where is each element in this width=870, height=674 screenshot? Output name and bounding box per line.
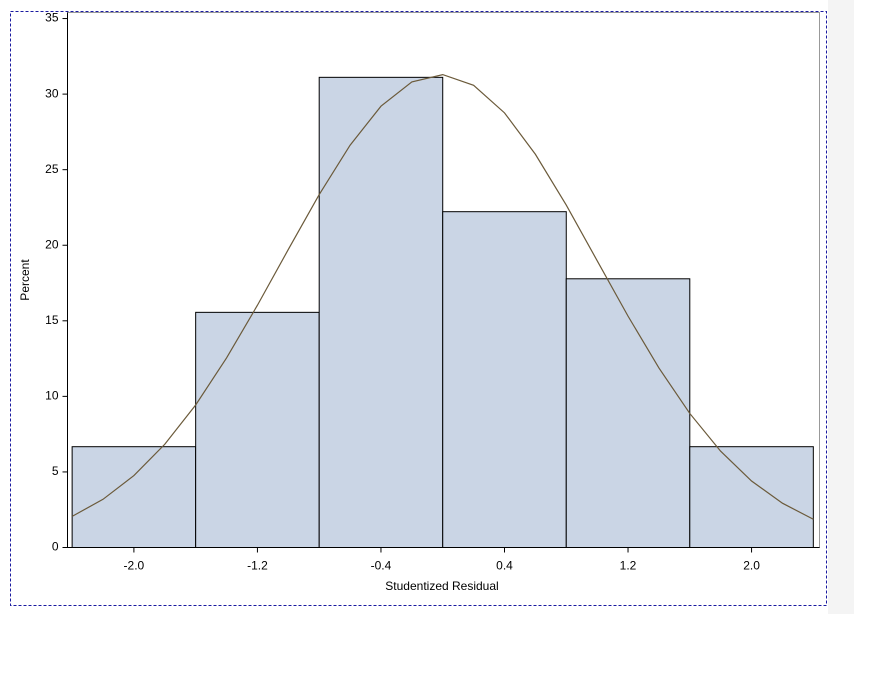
x-tick-label: 2.0 (743, 559, 760, 573)
density-curve (71, 73, 814, 520)
y-tick-label: 15 (45, 313, 59, 327)
y-axis-label: Percent (18, 259, 32, 301)
y-tick-label: 30 (45, 86, 59, 100)
bar (565, 278, 691, 548)
x-tick-label: -2.0 (124, 559, 145, 573)
focus-border (10, 11, 827, 606)
y-tick-label: 25 (45, 162, 59, 176)
y-tick-label: 20 (45, 237, 59, 251)
x-tick-label: 1.2 (620, 559, 637, 573)
x-tick-label: 0.4 (496, 559, 513, 573)
bar (71, 446, 197, 548)
x-tick-label: -1.2 (247, 559, 268, 573)
y-tick-label: 0 (52, 540, 59, 554)
bar (318, 76, 444, 548)
bar (442, 211, 567, 548)
side-strip (828, 0, 854, 614)
y-tick-label: 10 (45, 389, 59, 403)
bar (195, 311, 320, 548)
x-tick-label: -0.4 (371, 559, 392, 573)
x-axis-label: Studentized Residual (385, 579, 498, 593)
bar (689, 446, 814, 548)
y-tick-label: 35 (45, 11, 59, 25)
y-tick-label: 5 (52, 464, 59, 478)
